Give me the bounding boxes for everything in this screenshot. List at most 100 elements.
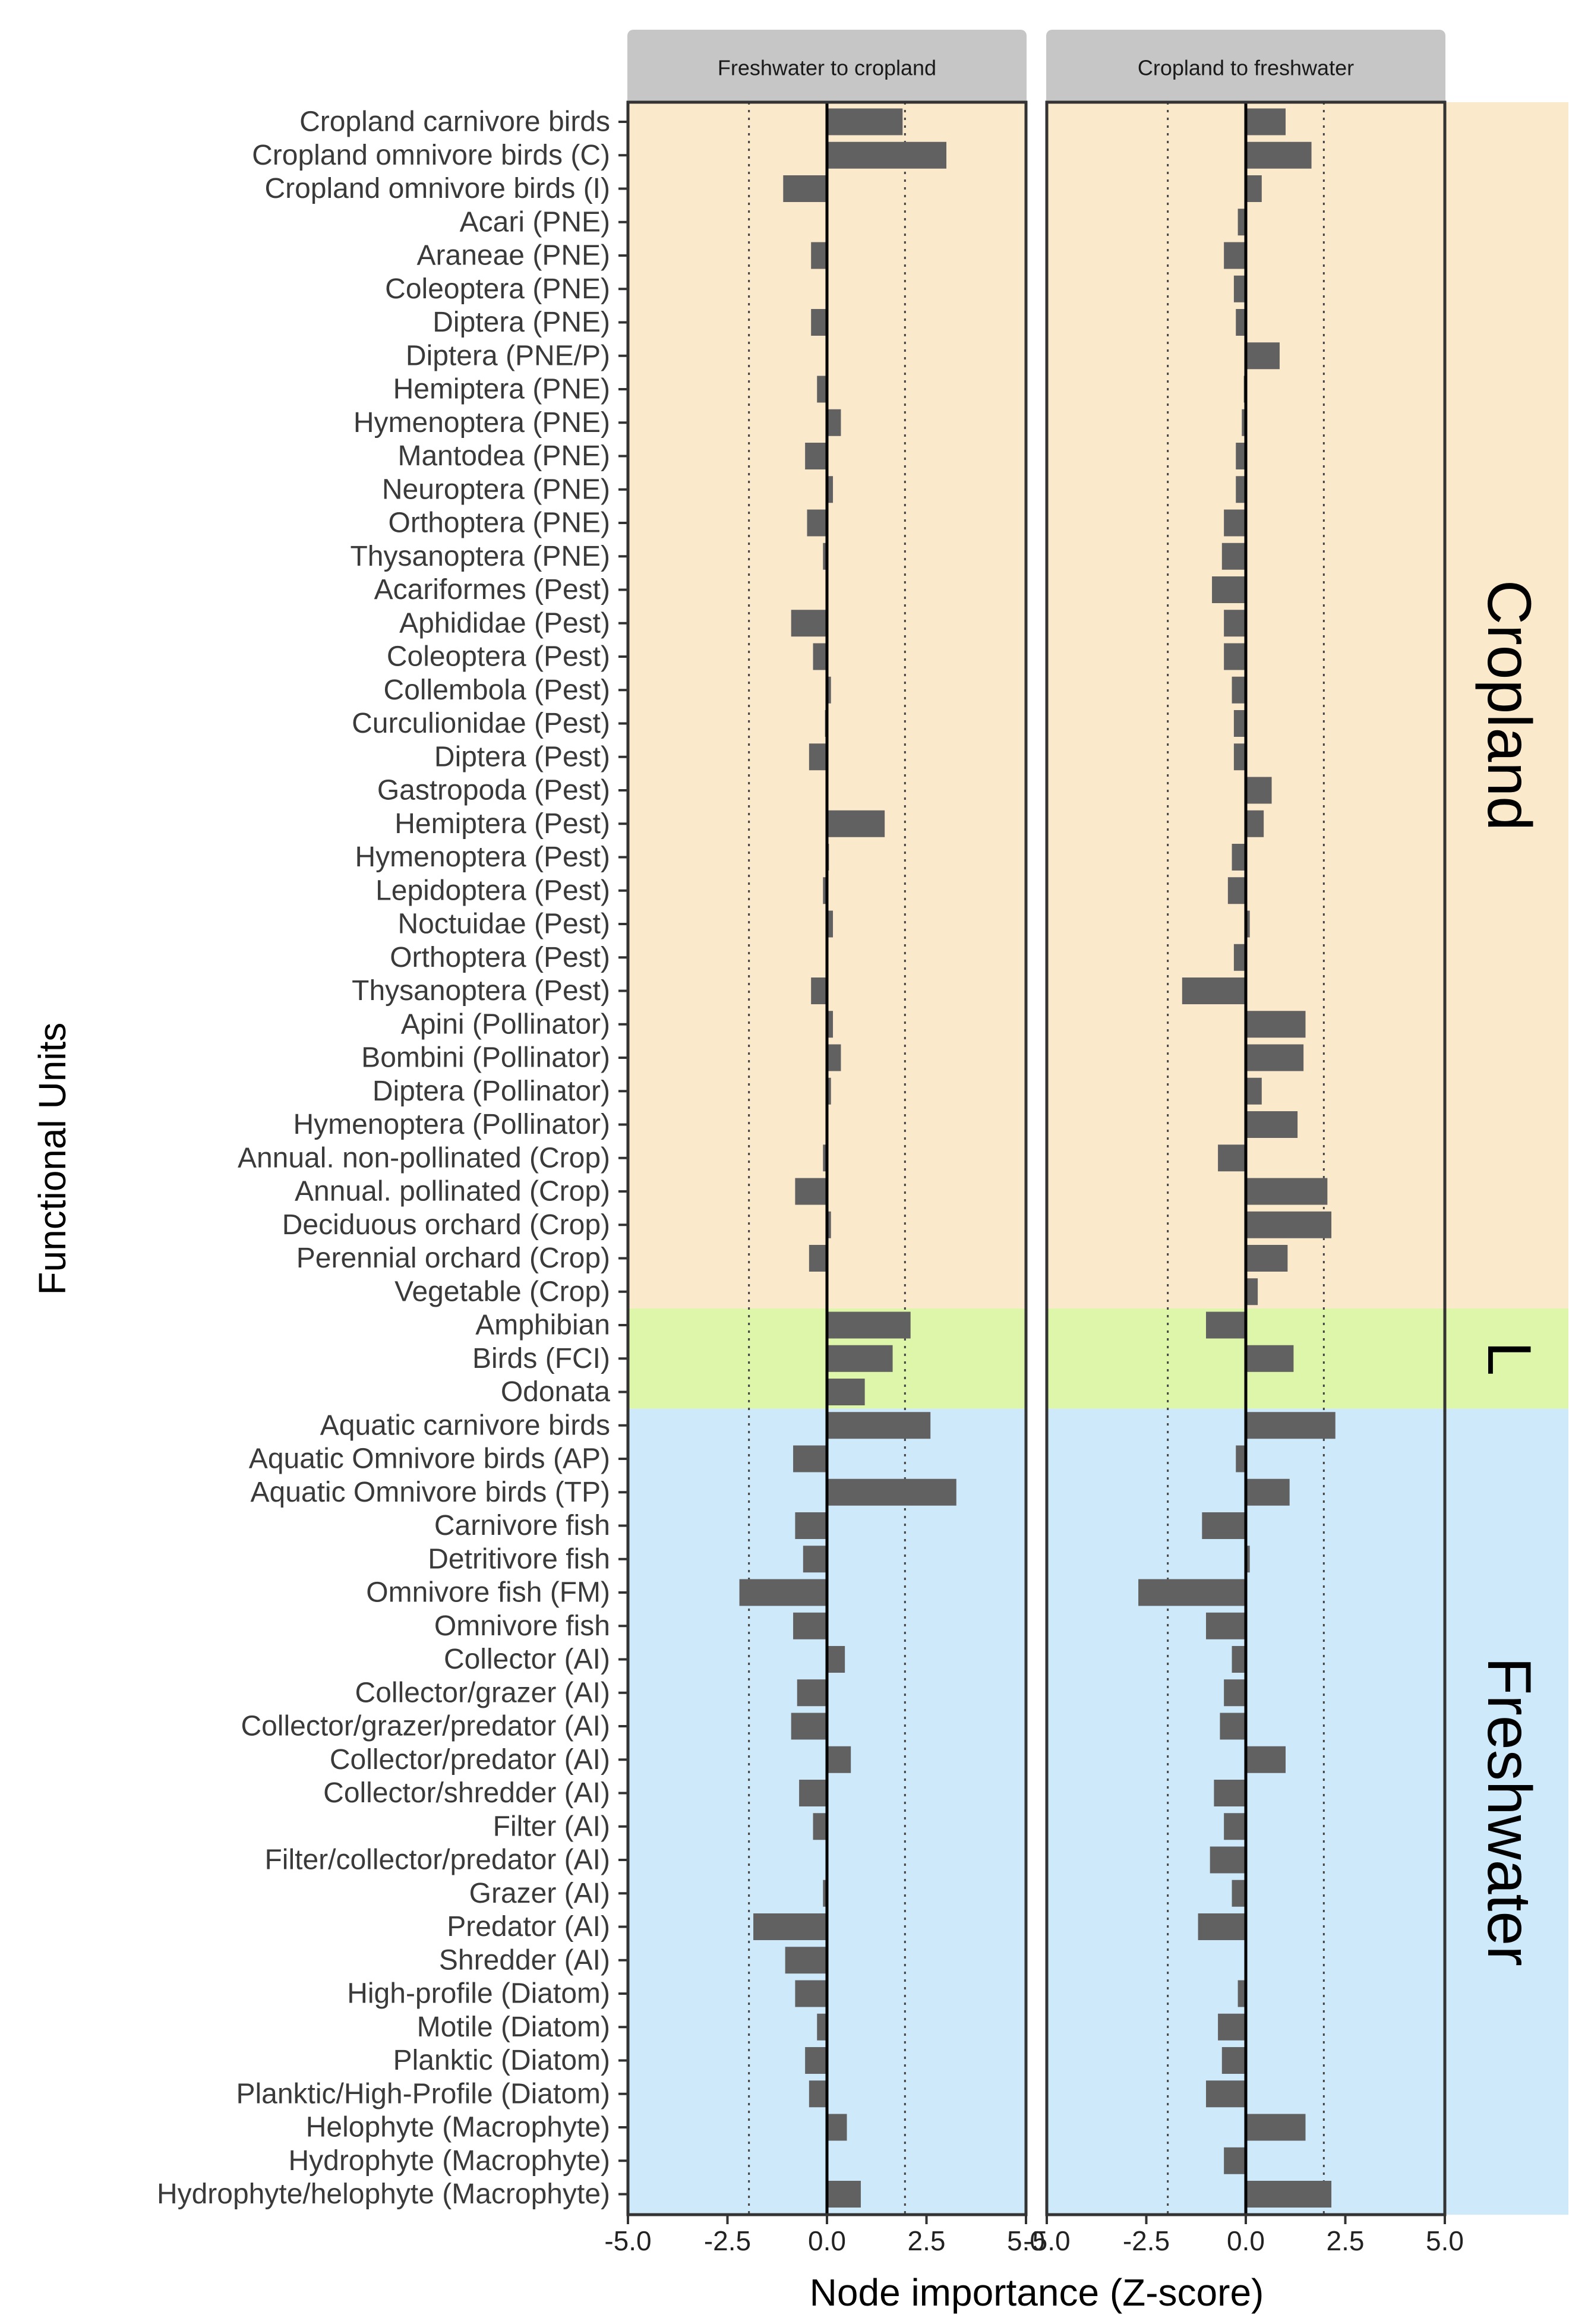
bar-1-30: [1246, 1111, 1298, 1138]
bar-1-62: [1246, 2181, 1332, 2208]
bar-1-5: [1233, 275, 1246, 302]
group-label-cropland: Cropland: [1475, 580, 1543, 831]
bar-1-32: [1246, 1178, 1328, 1205]
bar-1-6: [1236, 309, 1246, 336]
category-label-24: Noctuidae (Pest): [398, 909, 611, 940]
x-tick-label-1-3: 2.5: [1327, 2225, 1365, 2256]
bar-1-43: [1246, 1546, 1250, 1573]
category-label-57: Motile (Diatom): [417, 2011, 610, 2043]
category-label-36: Amphibian: [475, 1310, 610, 1341]
category-label-18: Curculionidae (Pest): [352, 708, 610, 739]
category-label-42: Carnivore fish: [434, 1510, 610, 1541]
bar-0-55: [785, 1947, 827, 1974]
bar-0-0: [827, 108, 903, 135]
bar-0-21: [827, 810, 885, 837]
bar-1-33: [1246, 1211, 1332, 1238]
category-label-54: Predator (AI): [447, 1911, 610, 1943]
category-label-38: Odonata: [501, 1376, 610, 1408]
category-label-6: Diptera (PNE): [432, 307, 610, 338]
bar-0-53: [823, 1880, 827, 1907]
bar-1-0: [1246, 108, 1286, 135]
bar-0-45: [793, 1612, 827, 1639]
category-label-0: Cropland carnivore birds: [299, 106, 610, 138]
panel-gap: [1026, 101, 1047, 2216]
category-label-47: Collector/grazer (AI): [355, 1677, 610, 1708]
category-label-45: Omnivore fish: [434, 1610, 610, 1642]
bar-1-42: [1202, 1512, 1246, 1539]
bar-1-7: [1246, 342, 1280, 370]
category-label-15: Aphididae (Pest): [399, 607, 610, 639]
x-tick-label-1-4: 5.0: [1426, 2225, 1464, 2256]
bar-1-10: [1236, 443, 1246, 469]
bar-1-19: [1233, 743, 1246, 771]
bar-0-40: [793, 1445, 827, 1472]
category-label-41: Aquatic Omnivore birds (TP): [250, 1477, 610, 1508]
category-label-20: Gastropoda (Pest): [377, 775, 610, 806]
bar-0-2: [783, 175, 827, 202]
bar-1-44: [1138, 1579, 1246, 1606]
category-label-34: Perennial orchard (Crop): [296, 1243, 610, 1274]
bar-0-1: [827, 141, 946, 169]
bar-1-41: [1246, 1478, 1290, 1506]
facet-strip-0: [627, 30, 1027, 101]
bar-1-3: [1237, 209, 1246, 236]
bar-1-17: [1232, 676, 1246, 704]
bar-0-62: [827, 2181, 861, 2208]
category-label-53: Grazer (AI): [469, 1878, 610, 1909]
bar-0-60: [827, 2114, 847, 2141]
group-band-1: [628, 1308, 1568, 1409]
category-label-12: Orthoptera (PNE): [389, 507, 610, 539]
category-label-30: Hymenoptera (Pollinator): [293, 1109, 610, 1140]
bar-1-53: [1232, 1880, 1246, 1907]
bar-0-57: [817, 2013, 827, 2041]
bar-0-36: [827, 1311, 911, 1339]
bar-0-28: [827, 1044, 841, 1071]
bar-0-19: [809, 743, 827, 771]
bar-1-58: [1221, 2047, 1246, 2074]
bar-1-28: [1246, 1044, 1304, 1071]
category-label-40: Aquatic Omnivore birds (AP): [249, 1443, 610, 1475]
category-label-61: Hydrophyte (Macrophyte): [288, 2145, 610, 2177]
category-label-4: Araneae (PNE): [417, 240, 610, 272]
category-label-22: Hymenoptera (Pest): [355, 841, 611, 873]
bar-0-31: [823, 1144, 827, 1172]
category-label-19: Diptera (Pest): [434, 741, 610, 772]
x-tick-label-0-3: 2.5: [908, 2225, 946, 2256]
category-label-25: Orthoptera (Pest): [390, 942, 610, 973]
x-tick-label-0-0: -5.0: [604, 2225, 651, 2256]
bar-0-46: [827, 1646, 845, 1673]
bar-1-13: [1221, 543, 1246, 570]
bar-0-51: [813, 1813, 827, 1840]
bar-0-15: [791, 610, 827, 637]
bar-0-13: [823, 543, 827, 570]
category-label-1: Cropland omnivore birds (C): [252, 140, 610, 171]
bar-0-38: [827, 1379, 865, 1405]
bar-1-51: [1224, 1813, 1246, 1840]
category-label-13: Thysanoptera (PNE): [350, 541, 610, 572]
bar-1-31: [1218, 1144, 1246, 1172]
bar-0-16: [813, 643, 827, 670]
bar-1-60: [1246, 2114, 1306, 2141]
bar-1-9: [1242, 409, 1246, 436]
category-label-51: Filter (AI): [493, 1811, 610, 1842]
group-label-l: L: [1475, 1341, 1543, 1376]
bar-1-50: [1214, 1780, 1246, 1806]
bar-1-52: [1210, 1846, 1246, 1874]
category-label-29: Diptera (Pollinator): [372, 1076, 610, 1107]
group-band-0: [628, 102, 1568, 1308]
category-label-28: Bombini (Pollinator): [361, 1042, 610, 1074]
bar-1-16: [1224, 643, 1246, 670]
bar-1-40: [1236, 1445, 1246, 1472]
group-band-2: [628, 1408, 1568, 2215]
category-label-23: Lepidoptera (Pest): [375, 875, 610, 906]
bar-0-42: [795, 1512, 827, 1539]
bar-1-37: [1246, 1345, 1294, 1372]
bar-1-24: [1246, 910, 1250, 938]
bar-1-61: [1224, 2147, 1246, 2174]
bar-0-23: [823, 877, 827, 904]
category-label-56: High-profile (Diatom): [347, 1978, 610, 2010]
bar-0-54: [753, 1913, 827, 1940]
bar-1-34: [1246, 1245, 1288, 1272]
category-label-16: Coleoptera (Pest): [387, 641, 610, 673]
